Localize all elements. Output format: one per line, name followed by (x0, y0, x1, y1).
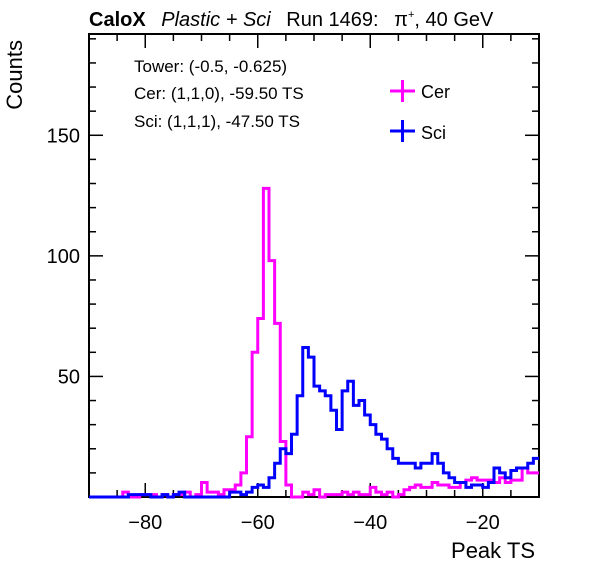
series-sci-histogram (89, 345, 539, 499)
x-tick-label: −60 (241, 512, 275, 534)
title-experiment: CaloX (89, 9, 146, 31)
title-particle-charge: + (408, 9, 414, 21)
legend: Cer Sci (390, 80, 450, 143)
x-tick-label: −80 (128, 512, 162, 534)
x-tick-label: −40 (353, 512, 387, 534)
title-material: Plastic + Sci (161, 9, 271, 31)
axis-ticks (89, 34, 539, 497)
plot-frame (88, 33, 540, 498)
chart-title: CaloX Plastic + Sci Run 1469: π+, 40 GeV (89, 9, 494, 31)
title-particle: π (394, 9, 408, 31)
series-cer-histogram (89, 186, 539, 499)
legend-marker-cer (390, 80, 415, 102)
y-tick-label: 150 (47, 125, 80, 147)
legend-marker-sci (390, 120, 415, 142)
x-tick-label: −20 (466, 512, 500, 534)
x-tick-labels: −80 −60 −40 −20 (128, 512, 499, 534)
annotation-sci: Sci: (1,1,1), -47.50 TS (134, 112, 300, 131)
legend-label-cer: Cer (421, 82, 450, 102)
y-axis-label: Counts (2, 40, 27, 110)
y-tick-label: 50 (58, 366, 80, 388)
y-tick-label: 100 (47, 246, 80, 268)
title-energy: , 40 GeV (414, 9, 494, 31)
annotation-cer: Cer: (1,1,0), -59.50 TS (134, 84, 304, 103)
y-tick-labels: 50 100 150 (47, 125, 80, 388)
legend-label-sci: Sci (421, 123, 446, 143)
x-axis-label: Peak TS (451, 538, 535, 563)
title-run: Run 1469: (286, 9, 378, 31)
annotation-tower: Tower: (-0.5, -0.625) (134, 57, 287, 76)
